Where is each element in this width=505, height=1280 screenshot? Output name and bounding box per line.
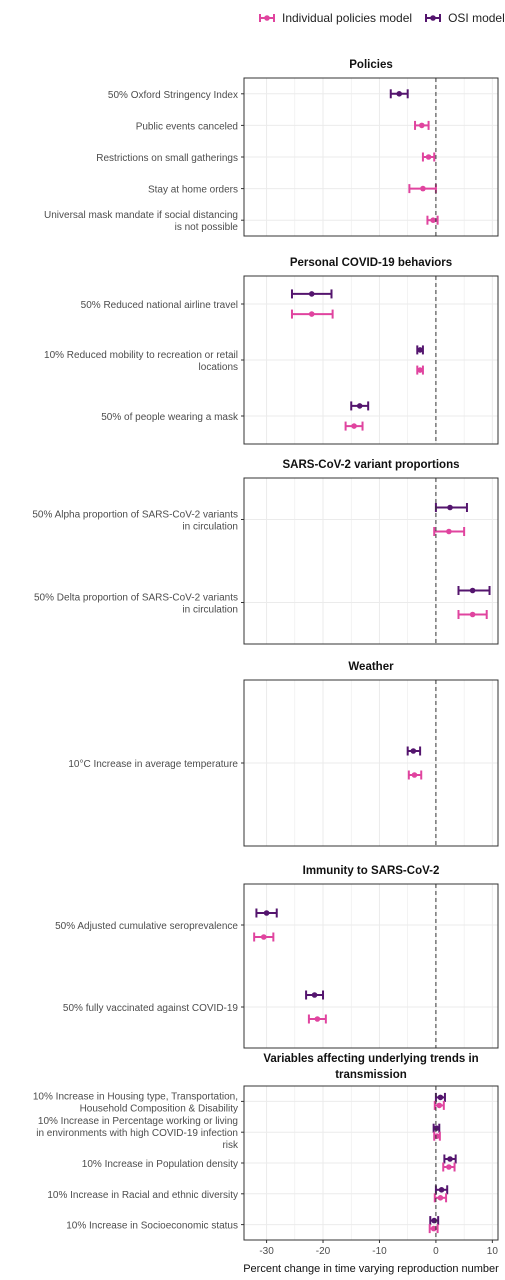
panel-title: Immunity to SARS-CoV-2	[303, 865, 440, 877]
row-label: 10% Reduced mobility to recreation or re…	[44, 350, 238, 361]
individual-mark-point	[417, 367, 423, 373]
panel-title: SARS-CoV-2 variant proportions	[283, 459, 460, 471]
row-label: 50% of people wearing a mask	[101, 412, 239, 423]
legend-label-osi: OSI model	[448, 11, 505, 25]
row-label: 10% Increase in Socioeconomic status	[66, 1221, 238, 1232]
panel-background	[244, 884, 498, 1048]
osi-mark-point	[263, 910, 270, 916]
osi-mark-point	[396, 91, 403, 97]
individual-mark-point	[434, 1133, 440, 1139]
panel-border	[243, 883, 499, 1049]
row-label: 10°C Increase in average temperature	[68, 759, 238, 770]
row-label: Restrictions on small gatherings	[96, 153, 238, 164]
panel-border	[243, 275, 499, 445]
x-tick-label: -30	[259, 1246, 274, 1257]
individual-mark-point	[314, 1016, 321, 1022]
panel-border	[243, 477, 499, 645]
legend-item-osi: OSI model	[422, 11, 505, 25]
x-tick-label: 10	[487, 1246, 499, 1257]
row-label: Public events canceled	[136, 121, 238, 132]
row-label: 10% Increase in Housing type, Transporta…	[33, 1091, 238, 1102]
row-label: 10% Increase in Percentage working or li…	[38, 1116, 238, 1127]
panel-border	[243, 679, 499, 847]
osi-mark-point	[447, 1156, 453, 1162]
legend-key-individual	[259, 14, 275, 22]
individual-mark-point	[437, 1195, 444, 1201]
row-label: in environments with high COVID-19 infec…	[36, 1128, 238, 1139]
row-label: 10% Increase in Racial and ethnic divers…	[47, 1190, 238, 1201]
individual-mark-point	[411, 772, 418, 778]
panel-3: SARS-CoV-2 variant proportions 50% Alpha …	[32, 459, 499, 645]
row-label: in circulation	[182, 605, 238, 616]
osi-mark-point	[438, 1187, 445, 1193]
row-label: Household Composition & Disability	[80, 1103, 238, 1114]
row-label: 50% fully vaccinated against COVID-19	[63, 1003, 239, 1014]
osi-mark-point	[308, 291, 315, 297]
individual-mark-point	[425, 154, 432, 160]
x-tick-label: -10	[372, 1246, 387, 1257]
osi-mark-point	[433, 1125, 440, 1131]
osi-mark-point	[469, 587, 476, 594]
panel-6: Variables affecting underlying trends in…	[33, 1053, 499, 1241]
osi-mark-point	[410, 748, 417, 754]
panel-2: Personal COVID-19 behaviors 50% Reduced n…	[44, 257, 499, 445]
row-label: Universal mask mandate if social distanc…	[44, 210, 238, 221]
osi-mark-point	[437, 1094, 444, 1101]
row-label: 50% Adjusted cumulative seroprevalence	[55, 921, 238, 932]
row-label: 50% Reduced national airline travel	[81, 300, 238, 311]
legend-key-osi	[425, 14, 442, 22]
individual-mark-point	[260, 934, 267, 940]
row-label: 50% Oxford Stringency Index	[108, 90, 238, 101]
panel-title: Policies	[349, 59, 392, 71]
individual-mark-point	[420, 185, 426, 192]
osi-mark-point	[417, 347, 423, 353]
individual-mark-point	[419, 122, 425, 129]
x-tick-label: -20	[316, 1246, 331, 1257]
individual-mark-point	[436, 1102, 443, 1109]
panel-border	[243, 1085, 499, 1241]
individual-mark-point	[430, 1225, 437, 1232]
individual-mark-point	[430, 217, 436, 223]
individual-mark-point	[308, 311, 315, 317]
panel-1: Policies 50% Oxford Stringency Index Publi…	[44, 59, 499, 237]
panel-5: Immunity to SARS-CoV-2 50% Adjusted cumul…	[55, 865, 499, 1049]
panel-title: Personal COVID-19 behaviors	[290, 257, 452, 269]
panel-border	[243, 77, 499, 237]
row-label: Stay at home orders	[148, 185, 238, 196]
individual-mark-point	[446, 1164, 452, 1170]
individual-mark-point	[446, 528, 452, 535]
individual-mark-point	[469, 611, 476, 618]
legend-label-individual: Individual policies model	[282, 11, 413, 25]
row-label: in circulation	[182, 522, 238, 533]
row-label: is not possible	[175, 222, 239, 233]
osi-mark-point	[356, 403, 363, 409]
osi-mark-point	[311, 992, 318, 998]
panel-background	[244, 478, 498, 644]
x-axis: -30 -20 -10 0 10 Percent change in time varyi…	[243, 1240, 499, 1275]
row-label: risk	[222, 1140, 239, 1151]
row-label: 10% Increase in Population density	[82, 1159, 238, 1170]
row-label: 50% Alpha proportion of SARS-CoV-2 varia…	[32, 510, 238, 521]
panel-title: Variables affecting underlying trends in	[263, 1053, 478, 1065]
x-axis-label: Percent change in time varying reproduct…	[243, 1263, 499, 1275]
x-tick-label: 0	[433, 1246, 439, 1257]
individual-mark-point	[351, 423, 357, 429]
chart-legend: Individual policies model OSI model	[256, 8, 505, 28]
row-label: locations	[199, 362, 238, 373]
panel-title: Weather	[348, 661, 394, 673]
row-label: 50% Delta proportion of SARS-CoV-2 varia…	[34, 593, 238, 604]
osi-mark-point	[447, 504, 453, 511]
legend-item-individual: Individual policies model	[256, 11, 412, 25]
panel-title: transmission	[335, 1069, 407, 1081]
panel-4: Weather 10°C Increase in average temperat…	[68, 661, 499, 847]
